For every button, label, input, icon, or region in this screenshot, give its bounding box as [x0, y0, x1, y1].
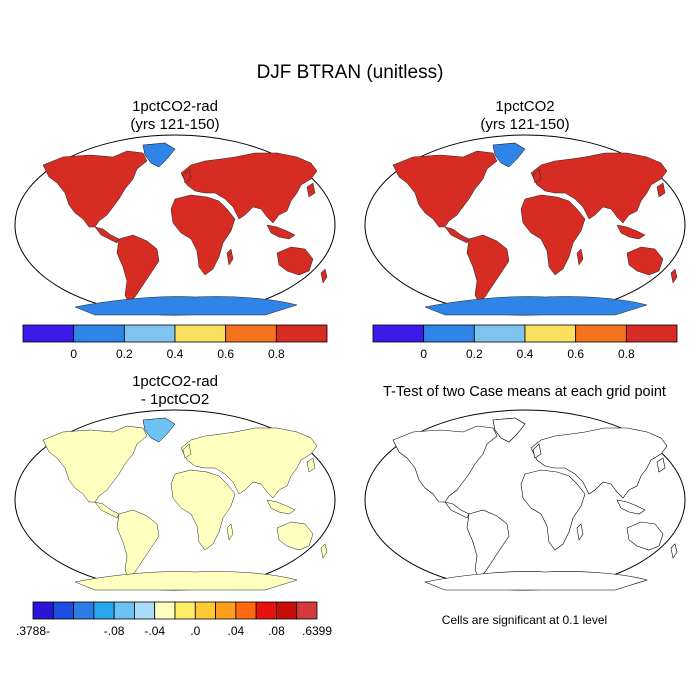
- colorbar-label: .08: [268, 624, 285, 638]
- colorbar-label: 0.6: [567, 347, 584, 361]
- panel-title-top-right: 1pctCO2 (yrs 121-150): [480, 98, 570, 133]
- colorbar-swatch: [255, 601, 277, 620]
- colorbar-swatch: [134, 601, 156, 620]
- colorbar-label: 0.8: [267, 347, 285, 361]
- colorbar-label: .6399: [301, 624, 333, 638]
- difference-field: [42, 417, 328, 591]
- colorbar-swatch: [194, 601, 216, 620]
- colorbar-swatch: [225, 324, 277, 343]
- colorbar-swatch: [276, 601, 298, 620]
- colorbar-swatch: [524, 324, 577, 343]
- land-field: [42, 142, 328, 316]
- colorbar-swatch: [22, 324, 75, 343]
- colorbar-swatch: [473, 324, 526, 343]
- panel-title-bottom-right: T-Test of two Case means at each grid po…: [383, 384, 666, 400]
- colorbar-label: 0.8: [617, 347, 635, 361]
- colorbar-label: 0.2: [465, 347, 483, 361]
- figure-title: DJF BTRAN (unitless): [256, 62, 444, 83]
- colorbar-swatch: [275, 324, 328, 343]
- colorbar-swatch: [123, 324, 176, 343]
- colorbar-swatch: [235, 601, 257, 620]
- colorbar-swatch: [154, 601, 176, 620]
- map-panel-bottom-right: [364, 409, 686, 591]
- colorbar-label: .3788-: [15, 624, 51, 638]
- colorbar-label: 0.2: [115, 347, 133, 361]
- colorbar-swatch: [73, 324, 125, 343]
- colorbar-swatch: [372, 324, 425, 343]
- colorbar-label: .0: [190, 624, 201, 638]
- colorbar-swatch: [575, 324, 627, 343]
- colorbar-swatch: [174, 324, 227, 343]
- colorbar-swatch: [93, 601, 115, 620]
- map-panel-top-left: [14, 134, 336, 316]
- colorbar-label: 0: [420, 347, 427, 361]
- colorbar-swatch: [296, 601, 318, 620]
- map-panel-bottom-left: [14, 409, 336, 591]
- colorbar-swatch: [113, 601, 135, 620]
- colorbar-label: 0.4: [166, 347, 184, 361]
- colorbar-btran-right: [372, 324, 678, 343]
- significance-note: Cells are significant at 0.1 level: [441, 613, 608, 627]
- colorbar-swatch: [73, 601, 95, 620]
- colorbar-swatch: [174, 601, 196, 620]
- colorbar-swatch: [32, 601, 54, 620]
- colorbar-swatch: [625, 324, 678, 343]
- colorbar-label: -.08: [103, 624, 125, 638]
- colorbar-difference: [32, 601, 318, 620]
- panel-title-top-left: 1pctCO2-rad (yrs 121-150): [130, 98, 220, 133]
- colorbar-label: .04: [227, 624, 245, 638]
- colorbar-btran-left: [22, 324, 328, 343]
- map-panel-top-right: [364, 134, 686, 316]
- panel-title-bottom-left: 1pctCO2-rad - 1pctCO2: [132, 373, 218, 408]
- colorbar-swatch: [52, 601, 74, 620]
- colorbar-label: 0.6: [217, 347, 234, 361]
- colorbar-label: -.04: [144, 624, 166, 638]
- colorbar-label: 0: [70, 347, 77, 361]
- colorbar-swatch: [215, 601, 237, 620]
- colorbar-swatch: [423, 324, 475, 343]
- colorbar-label: 0.4: [516, 347, 534, 361]
